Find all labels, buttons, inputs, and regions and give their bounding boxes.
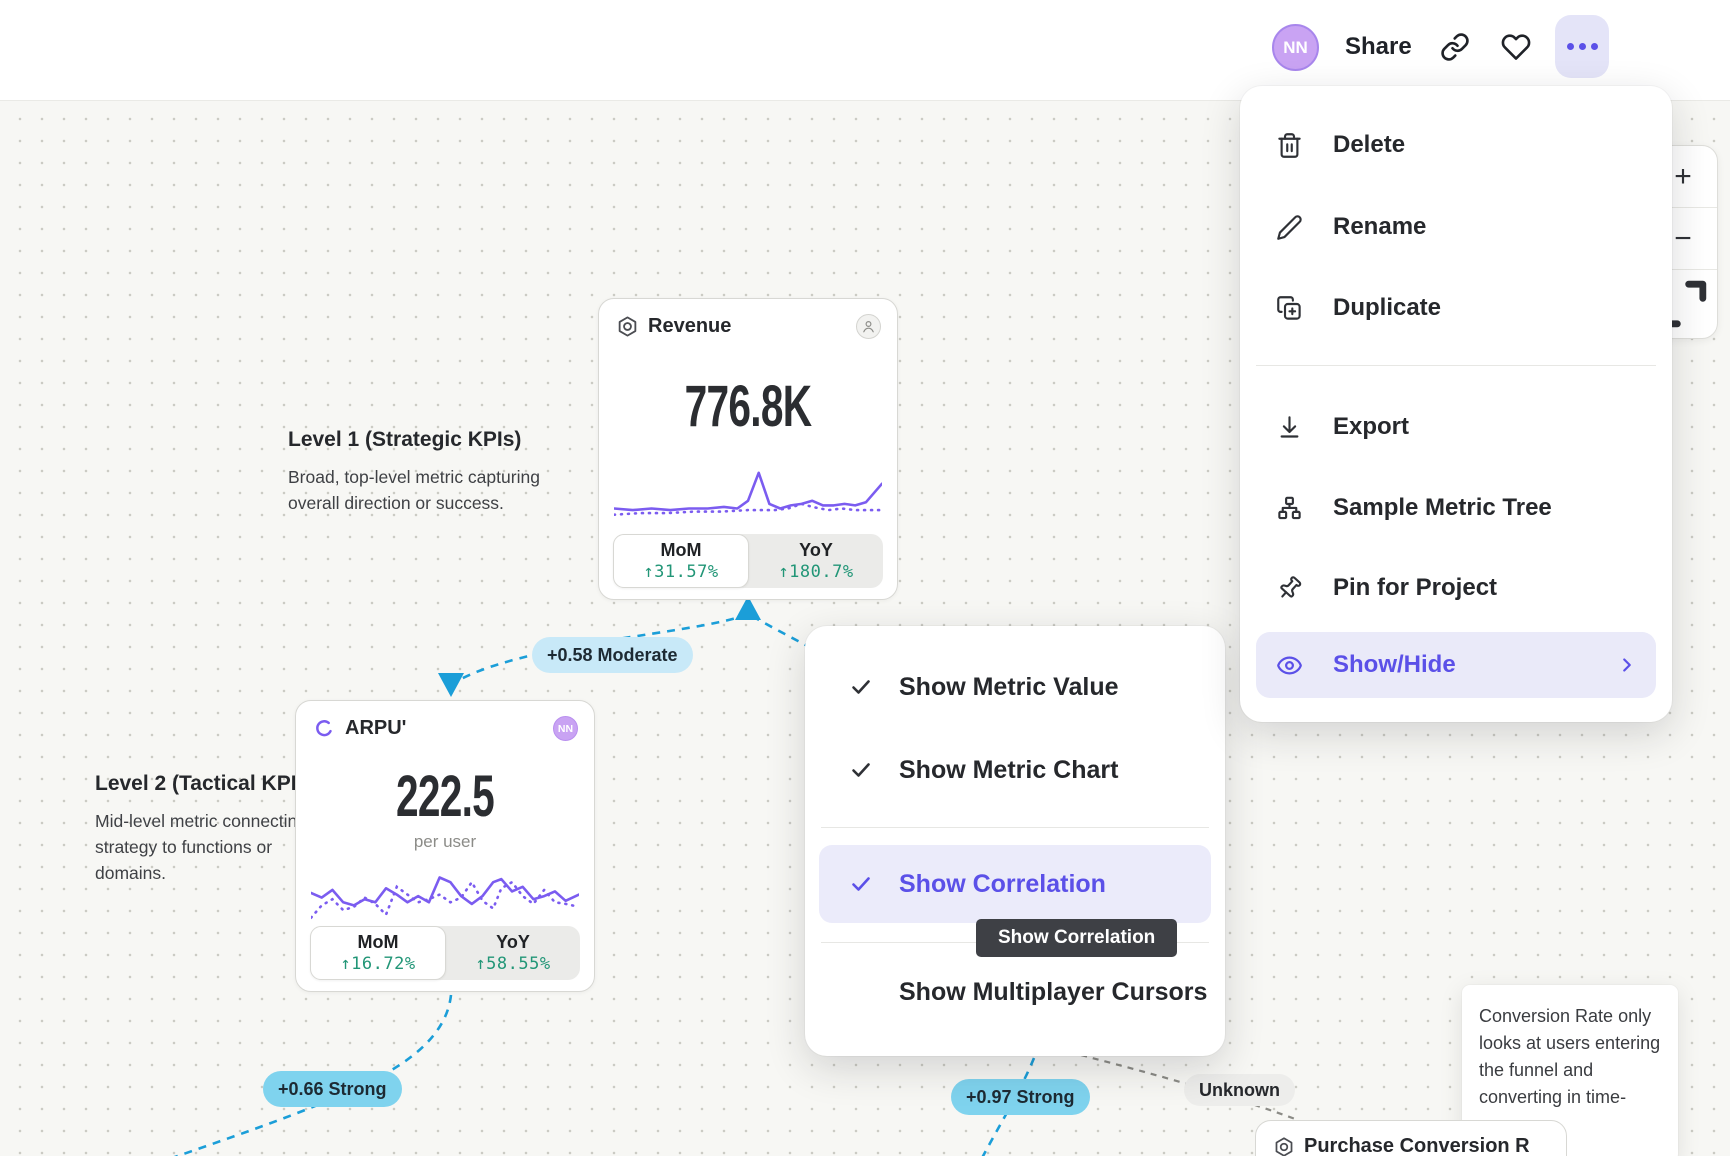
copy-link-icon[interactable] (1440, 32, 1470, 62)
metric-hexagon-icon (616, 315, 639, 338)
top-toolbar: NN Share (0, 0, 1730, 100)
card-title: Revenue (648, 315, 732, 337)
more-dots-icon (1590, 43, 1598, 50)
tree-hierarchy-icon (1276, 495, 1303, 522)
submenu-item-show-metric-chart[interactable]: Show Metric Chart (805, 743, 1225, 797)
correlation-badge-unknown[interactable]: Unknown (1184, 1074, 1295, 1106)
show-hide-submenu: Show Metric Value Show Metric Chart Show… (805, 626, 1225, 1056)
submenu-divider (821, 827, 1209, 828)
sparkline-chart (311, 876, 579, 920)
level2-title: Level 2 (Tactical KPIs) (95, 772, 316, 795)
tab-yoy[interactable]: YoY ↑58.55% (446, 926, 580, 980)
tab-label: MoM (357, 932, 399, 952)
level2-description: Mid-level metric connecting strategy to … (95, 811, 308, 883)
pin-icon (1276, 575, 1303, 602)
menu-item-label: Pin for Project (1333, 574, 1498, 601)
submenu-item-show-metric-value[interactable]: Show Metric Value (805, 660, 1225, 714)
zoom-out-button[interactable]: − (1649, 207, 1717, 269)
level1-title: Level 1 (Strategic KPIs) (288, 428, 522, 451)
tab-yoy[interactable]: YoY ↑180.7% (749, 534, 883, 588)
tab-label: YoY (496, 932, 530, 952)
menu-item-show-hide[interactable]: Show/Hide (1256, 632, 1656, 698)
metric-hexagon-icon (1273, 1136, 1295, 1156)
tab-delta-value: ↑58.55% (475, 954, 551, 974)
tab-delta-value: ↑16.72% (340, 954, 416, 974)
tab-label: MoM (660, 540, 702, 560)
chevron-right-icon (1616, 654, 1638, 676)
correlation-badge-moderate[interactable]: +0.58 Moderate (532, 637, 693, 673)
menu-item-label: Rename (1333, 213, 1427, 240)
metric-card-arpu[interactable]: ARPU' NN 222.5 per user MoM ↑16.72% YoY … (295, 700, 595, 992)
menu-item-delete[interactable]: Delete (1240, 118, 1672, 172)
zoom-in-button[interactable]: + (1674, 159, 1692, 193)
metric-value: 776.8K (684, 374, 812, 439)
tab-delta-value: ↑31.57% (643, 562, 719, 582)
level1-description: Broad, top-level metric capturing overal… (288, 467, 540, 513)
menu-item-label: Sample Metric Tree (1333, 494, 1552, 521)
tab-mom[interactable]: MoM ↑31.57% (613, 534, 749, 588)
menu-item-sample-metric-tree[interactable]: Sample Metric Tree (1240, 481, 1672, 535)
metric-value: 222.5 (395, 764, 495, 829)
correlation-badge-strong-mid[interactable]: +0.97 Strong (951, 1079, 1090, 1115)
download-icon (1276, 414, 1303, 441)
more-dots-icon (1578, 43, 1586, 50)
tab-label: YoY (799, 540, 833, 560)
menu-item-label: Delete (1333, 131, 1406, 158)
menu-item-label: Show/Hide (1333, 651, 1456, 678)
tab-delta-value: ↑180.7% (778, 562, 854, 582)
show-correlation-tooltip: Show Correlation (976, 919, 1178, 957)
card-owner-avatar[interactable] (856, 314, 881, 339)
submenu-item-label: Show Metric Value (899, 672, 1119, 701)
card-title: Purchase Conversion R (1304, 1135, 1530, 1156)
period-tabs: MoM ↑16.72% YoY ↑58.55% (310, 926, 580, 980)
checkmark-icon (849, 758, 873, 782)
submenu-item-label: Show Metric Chart (899, 755, 1119, 784)
checkmark-icon (849, 675, 873, 699)
sparkline-chart (614, 471, 882, 517)
more-options-button[interactable] (1555, 15, 1609, 78)
favorite-heart-icon[interactable] (1501, 32, 1531, 62)
level2-annotation: Level 2 (Tactical KPIs) Mid-level metric… (95, 772, 515, 886)
menu-item-export[interactable]: Export (1240, 400, 1672, 454)
metric-card-purchase-conversion[interactable]: Purchase Conversion R (1255, 1120, 1567, 1156)
metric-unit: per user (413, 832, 477, 851)
eye-icon (1276, 652, 1303, 679)
menu-item-label: Duplicate (1333, 294, 1442, 321)
metric-arc-icon (313, 717, 336, 740)
level1-annotation: Level 1 (Strategic KPIs) Broad, top-leve… (288, 428, 558, 516)
menu-item-rename[interactable]: Rename (1240, 200, 1672, 254)
submenu-item-label: Show Correlation (899, 869, 1106, 898)
duplicate-icon (1276, 295, 1303, 322)
correlation-badge-strong-left[interactable]: +0.66 Strong (263, 1071, 402, 1107)
pencil-icon (1276, 214, 1303, 241)
menu-divider (1256, 365, 1656, 366)
menu-item-label: Export (1333, 413, 1410, 440)
tab-mom[interactable]: MoM ↑16.72% (310, 926, 446, 980)
submenu-item-label: Show Multiplayer Cursors (899, 977, 1208, 1006)
submenu-item-show-correlation[interactable]: Show Correlation (819, 845, 1211, 923)
more-dots-icon (1566, 43, 1574, 50)
card-title: ARPU' (345, 717, 407, 739)
share-button[interactable]: Share (1345, 33, 1412, 60)
submenu-item-show-multiplayer-cursors[interactable]: Show Multiplayer Cursors (805, 965, 1225, 1019)
more-options-menu: Delete Rename Duplicate Export Sample M (1240, 86, 1672, 722)
checkmark-icon (849, 872, 873, 896)
period-tabs: MoM ↑31.57% YoY ↑180.7% (613, 534, 883, 588)
conversion-rate-note: Conversion Rate only looks at users ente… (1462, 985, 1678, 1156)
menu-item-pin-for-project[interactable]: Pin for Project (1240, 561, 1672, 615)
metric-card-revenue[interactable]: Revenue 776.8K MoM ↑31.57% YoY ↑180.7% (598, 298, 898, 600)
trash-icon (1276, 132, 1303, 159)
menu-item-duplicate[interactable]: Duplicate (1240, 281, 1672, 335)
user-avatar[interactable]: NN (1272, 24, 1319, 71)
card-owner-avatar[interactable]: NN (553, 716, 578, 741)
